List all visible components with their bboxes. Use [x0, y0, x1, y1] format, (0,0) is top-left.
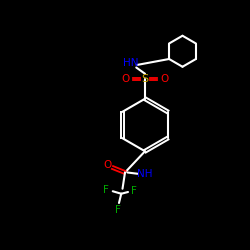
- Text: O: O: [122, 74, 130, 84]
- Text: O: O: [103, 160, 111, 170]
- Text: F: F: [115, 205, 121, 215]
- Text: O: O: [160, 74, 168, 84]
- Text: NH: NH: [136, 169, 152, 179]
- Text: HN: HN: [124, 58, 139, 68]
- Text: F: F: [103, 185, 109, 195]
- Text: S: S: [142, 74, 148, 84]
- Text: F: F: [131, 186, 137, 196]
